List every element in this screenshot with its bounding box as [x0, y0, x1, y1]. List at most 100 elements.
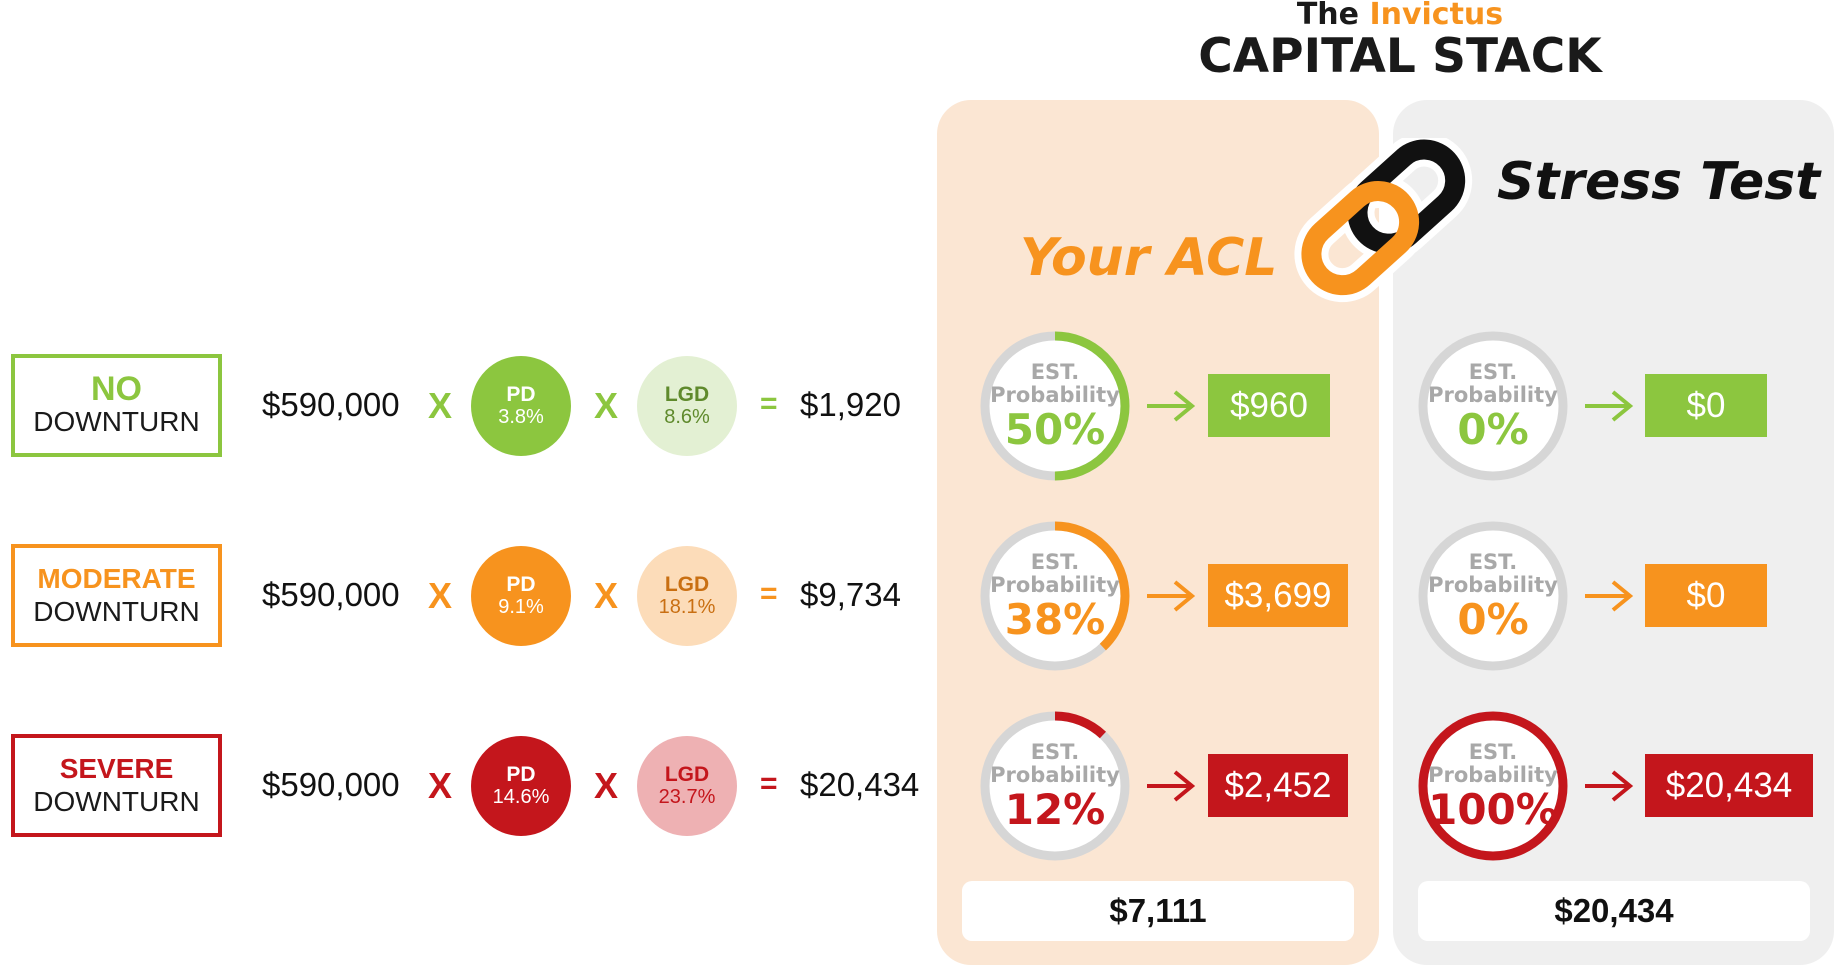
stress-probability-text: EST. Probability 100%: [1410, 741, 1576, 833]
header-title: CAPITAL STACK: [1198, 29, 1602, 84]
stress-probability-ring: [1418, 331, 1568, 481]
stress-arrow-icon: [1585, 770, 1634, 802]
acl-probability-text: EST. Probability 12%: [972, 741, 1138, 833]
stress-probability-ring-progress-arc: [1418, 711, 1568, 861]
acl-arrow-icon: [1147, 390, 1196, 422]
est-label: EST.: [1468, 360, 1518, 384]
acl-probability-ring: [980, 331, 1130, 481]
stress-probability-text: EST. Probability 0%: [1410, 551, 1576, 643]
multiply-sign: X: [594, 765, 619, 806]
pd-value: 3.8%: [498, 406, 544, 428]
pd-label: PD: [506, 763, 536, 786]
stress-amount-box: $0: [1645, 374, 1767, 437]
acl-amount-box: $960: [1208, 374, 1330, 437]
acl-probability-ring-progress-arc: [980, 521, 1130, 671]
multiply-sign: X: [594, 575, 619, 616]
lgd-value: 18.1%: [658, 596, 716, 618]
scenario-label-box: NO DOWNTURN: [11, 354, 222, 457]
stress-arrow-icon: [1585, 580, 1634, 612]
probability-value: 38%: [1004, 595, 1106, 644]
lgd-bubble: LGD 23.7%: [637, 736, 737, 836]
expected-loss: $20,434: [800, 766, 920, 803]
lgd-label: LGD: [664, 573, 710, 596]
pd-label: PD: [506, 383, 536, 406]
header-brand-line: The Invictus: [1180, 0, 1620, 30]
stress-amount-box: $0: [1645, 564, 1767, 627]
stress-amount-box: $20,434: [1645, 754, 1813, 817]
scenario-label-top: MODERATE: [37, 563, 196, 594]
acl-column-title: Your ACL: [1020, 228, 1278, 288]
scenario-label-box: MODERATE DOWNTURN: [11, 544, 222, 647]
probability-label: Probability: [990, 763, 1120, 787]
probability-value: 100%: [1428, 785, 1558, 834]
lgd-label: LGD: [664, 763, 710, 786]
acl-probability-ring-progress-arc: [980, 331, 1130, 481]
pd-bubble: PD 14.6%: [471, 736, 571, 836]
multiply-sign: X: [428, 385, 453, 426]
acl-amount-box: $3,699: [1208, 564, 1348, 627]
lgd-bubble: LGD 8.6%: [637, 356, 737, 456]
stress-total: $20,434: [1418, 881, 1810, 941]
stress-arrow-icon: [1585, 390, 1634, 422]
lgd-bubble: LGD 18.1%: [637, 546, 737, 646]
scenario-label-top: NO: [91, 370, 142, 408]
acl-probability-text: EST. Probability 38%: [972, 551, 1138, 643]
multiply-sign: X: [594, 385, 619, 426]
scenario-label-box: SEVERE DOWNTURN: [11, 734, 222, 837]
exposure-amount: $590,000: [262, 576, 400, 613]
probability-value: 12%: [1004, 785, 1106, 834]
multiply-sign: X: [428, 765, 453, 806]
est-label: EST.: [1468, 550, 1518, 574]
est-label: EST.: [1468, 740, 1518, 764]
scenario-label-bottom: DOWNTURN: [33, 786, 200, 817]
stress-probability-text: EST. Probability 0%: [1410, 361, 1576, 453]
lgd-value: 8.6%: [664, 406, 710, 428]
acl-total: $7,111: [962, 881, 1354, 941]
scenario-label-bottom: DOWNTURN: [33, 406, 200, 437]
acl-amount-box: $2,452: [1208, 754, 1348, 817]
scenario-label-top: SEVERE: [59, 753, 174, 784]
acl-arrow-icon: [1147, 770, 1196, 802]
expected-loss: $9,734: [800, 576, 901, 613]
header-brand: Invictus: [1369, 0, 1504, 32]
probability-label: Probability: [1428, 383, 1558, 407]
chain-link-icon: [1294, 138, 1473, 303]
acl-probability-ring-progress-arc: [980, 711, 1130, 861]
est-label: EST.: [1030, 550, 1080, 574]
lgd-value: 23.7%: [658, 786, 716, 808]
pd-bubble: PD 9.1%: [471, 546, 571, 646]
acl-probability-text: EST. Probability 50%: [972, 361, 1138, 453]
probability-value: 0%: [1457, 405, 1529, 454]
equals-sign: =: [760, 387, 778, 420]
probability-label: Probability: [1428, 763, 1558, 787]
probability-label: Probability: [990, 573, 1120, 597]
acl-probability-ring: [980, 521, 1130, 671]
expected-loss: $1,920: [800, 386, 901, 423]
probability-label: Probability: [990, 383, 1120, 407]
stress-probability-ring: [1418, 521, 1568, 671]
pd-label: PD: [506, 573, 536, 596]
header-prefix: The: [1296, 0, 1359, 32]
exposure-amount: $590,000: [262, 766, 400, 803]
probability-value: 50%: [1004, 405, 1106, 454]
probability-label: Probability: [1428, 573, 1558, 597]
exposure-amount: $590,000: [262, 386, 400, 423]
lgd-label: LGD: [664, 383, 710, 406]
stress-probability-ring: [1418, 711, 1568, 861]
pd-value: 14.6%: [492, 786, 550, 808]
est-label: EST.: [1030, 360, 1080, 384]
stress-probability-ring-track: [1418, 521, 1568, 671]
scenario-label-bottom: DOWNTURN: [33, 596, 200, 627]
multiply-sign: X: [428, 575, 453, 616]
probability-value: 0%: [1457, 595, 1529, 644]
header: The Invictus CAPITAL STACK: [1180, 0, 1620, 82]
stress-column-title: Stress Test: [1497, 152, 1821, 212]
pd-value: 9.1%: [498, 596, 544, 618]
equals-sign: =: [760, 577, 778, 610]
equals-sign: =: [760, 767, 778, 800]
acl-arrow-icon: [1147, 580, 1196, 612]
stress-probability-ring-track: [1418, 331, 1568, 481]
acl-probability-ring: [980, 711, 1130, 861]
pd-bubble: PD 3.8%: [471, 356, 571, 456]
est-label: EST.: [1030, 740, 1080, 764]
